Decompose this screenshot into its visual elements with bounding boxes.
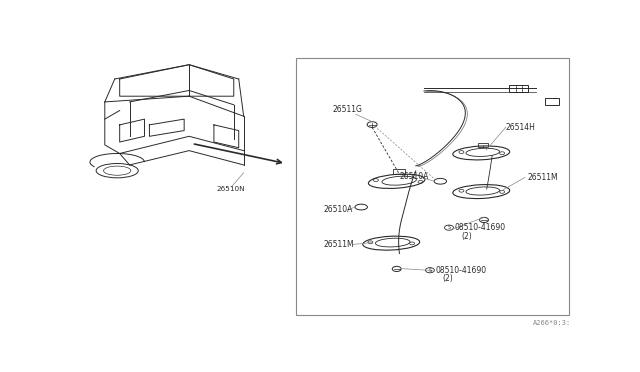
Text: S: S	[428, 268, 431, 273]
Text: 08510-41690: 08510-41690	[455, 223, 506, 232]
Text: (2): (2)	[461, 232, 472, 241]
Text: 26511M: 26511M	[527, 173, 558, 182]
Text: 26510A: 26510A	[323, 205, 353, 214]
Bar	[478, 142, 488, 147]
Bar	[509, 85, 527, 92]
Text: 08510-41690: 08510-41690	[436, 266, 487, 275]
Text: S: S	[447, 225, 451, 230]
Text: 26514H: 26514H	[506, 123, 536, 132]
Text: 26511M: 26511M	[323, 240, 354, 249]
Text: 26510A: 26510A	[399, 171, 429, 181]
Text: 26510N: 26510N	[217, 186, 246, 192]
Bar	[296, 58, 568, 315]
Text: A266*0:3:: A266*0:3:	[532, 320, 571, 326]
Text: (2): (2)	[442, 274, 453, 283]
Bar	[393, 169, 405, 174]
Bar	[545, 97, 559, 105]
Text: 26511G: 26511G	[333, 105, 362, 113]
